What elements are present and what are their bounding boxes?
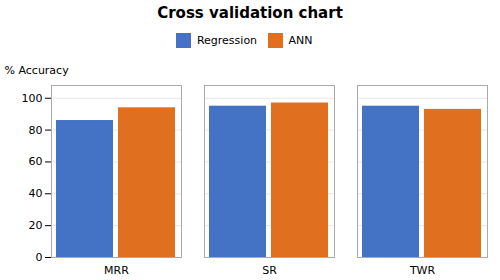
svg-text:% Accuracy: % Accuracy (5, 64, 70, 77)
svg-text:100: 100 (22, 91, 43, 104)
svg-text:MRR: MRR (104, 264, 129, 277)
html-text:ANN: ANN (288, 34, 313, 47)
svg-text:SR: SR (262, 264, 277, 277)
svg-text:0: 0 (36, 251, 43, 264)
svg-text:TWR: TWR (409, 264, 436, 277)
svg-text:80: 80 (29, 123, 43, 136)
html-text:Regression: Regression (196, 34, 258, 47)
svg-text:40: 40 (29, 187, 43, 200)
svg-text:20: 20 (29, 219, 43, 232)
html-text:Cross validation chart: Cross validation chart (157, 4, 343, 22)
svg-text:60: 60 (29, 155, 43, 168)
